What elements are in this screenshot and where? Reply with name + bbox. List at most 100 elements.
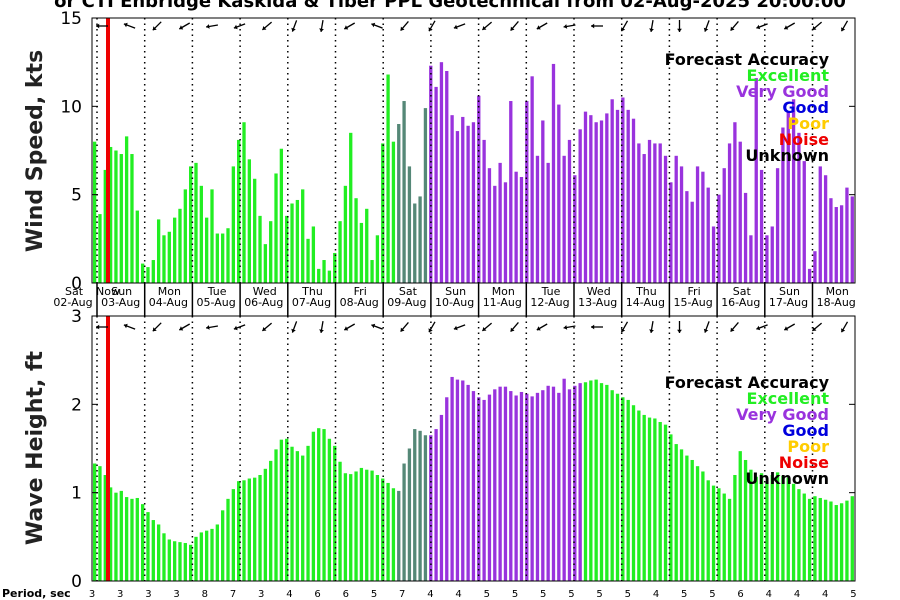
- direction-arrow-icon: [703, 321, 710, 333]
- direction-arrow-icon: [96, 324, 108, 330]
- wind-bar: [231, 166, 235, 283]
- day-of-week-label: Tue: [541, 285, 561, 298]
- period-value: 6: [343, 589, 349, 600]
- wave-bar: [359, 467, 364, 581]
- date-label: 11-Aug: [483, 296, 522, 309]
- wind-bar: [258, 215, 262, 283]
- wind-bar: [167, 231, 171, 283]
- y-tick-label: 3: [71, 307, 82, 327]
- day-of-week-label: Wed: [587, 285, 611, 298]
- wave-bar: [781, 475, 785, 581]
- direction-arrow-icon: [205, 325, 219, 330]
- wave-bar: [541, 390, 545, 581]
- wind-bar: [285, 215, 289, 283]
- direction-arrow-icon: [840, 321, 849, 333]
- period-value: 3: [258, 589, 264, 600]
- wind-bar: [183, 189, 187, 283]
- wind-bar: [631, 118, 636, 283]
- wave-bar: [397, 490, 401, 581]
- wind-bar: [813, 251, 817, 283]
- wind-bar: [503, 182, 508, 283]
- period-value: 7: [399, 589, 405, 600]
- wind-bar: [743, 192, 748, 283]
- wave-bar: [749, 469, 753, 581]
- day-of-week-label: Sat: [399, 285, 418, 298]
- now-marker: [106, 316, 110, 581]
- wind-bar: [295, 199, 300, 283]
- wave-bar: [775, 472, 780, 581]
- wind-bar: [381, 143, 385, 283]
- direction-arrow-icon: [591, 324, 603, 330]
- wave-bar: [263, 468, 268, 581]
- period-values: 3 3 3 3 8 7 3 4 6 6 5 7 4 4 5 5 5 5 5 5 4 5 5 6 4 4 4 5: [89, 589, 857, 600]
- direction-arrow-icon: [840, 20, 849, 32]
- wave-bar: [530, 396, 534, 581]
- wind-bar: [514, 171, 518, 283]
- wind-bar: [194, 162, 198, 283]
- wave-bar: [119, 490, 123, 581]
- y-tick-label: 2: [71, 395, 82, 415]
- wave-day-dividers: [96, 316, 814, 581]
- wave-bar: [247, 478, 251, 581]
- wave-bar: [514, 395, 518, 581]
- direction-arrow-icon: [291, 20, 298, 32]
- wave-bar: [743, 459, 748, 581]
- wind-bar: [834, 207, 838, 283]
- wave-bar: [199, 532, 203, 581]
- wind-y-axis-label: Wind Speed, kts: [23, 50, 48, 252]
- wave-bar: [605, 384, 609, 581]
- wind-speed-panel: 0 5 10 15 Wind Speed, kts Forecast Accuracy…: [23, 9, 856, 294]
- wave-bar: [573, 385, 577, 581]
- wave-bar: [92, 463, 97, 581]
- direction-arrow-icon: [261, 21, 273, 31]
- wave-bar: [727, 498, 732, 581]
- wave-bar: [290, 446, 294, 581]
- wind-bar: [221, 233, 225, 283]
- wind-bar: [375, 235, 380, 283]
- wave-bar: [429, 435, 433, 581]
- wave-bar: [466, 384, 470, 581]
- period-value: 5: [568, 589, 574, 600]
- wave-bar: [322, 429, 326, 581]
- wave-bar: [402, 463, 406, 581]
- wind-direction-arrows: [96, 19, 849, 33]
- wave-bar: [759, 473, 764, 581]
- direction-arrow-icon: [783, 323, 796, 331]
- wave-bar: [338, 461, 342, 581]
- wind-bar: [690, 201, 694, 283]
- wave-bar: [146, 512, 150, 581]
- legend-item: Unknown: [745, 469, 829, 488]
- wave-bar: [98, 466, 102, 581]
- wind-bar: [301, 189, 305, 283]
- date-label: 03-Aug: [101, 296, 140, 309]
- legend-item: Noise: [779, 453, 829, 472]
- wind-bar: [610, 99, 614, 284]
- wave-bar: [205, 530, 209, 581]
- period-value: 5: [625, 589, 631, 600]
- wave-bar: [733, 475, 737, 581]
- wind-bar: [818, 166, 822, 283]
- wind-bar: [722, 168, 726, 283]
- wave-bar: [258, 475, 262, 581]
- wave-bar: [477, 397, 481, 581]
- wind-bar: [471, 122, 476, 283]
- wave-bar: [765, 482, 769, 581]
- wind-plot-frame: [91, 17, 856, 284]
- legend-title: Forecast Accuracy: [665, 50, 830, 69]
- wave-bar: [167, 539, 171, 581]
- date-label: 16-Aug: [721, 296, 760, 309]
- wind-bar: [130, 154, 134, 283]
- wind-bar: [114, 150, 118, 283]
- wave-bar: [535, 392, 540, 581]
- direction-arrow-icon: [233, 23, 246, 30]
- wind-bar: [850, 196, 854, 283]
- period-value: 3: [173, 589, 179, 600]
- wave-bar: [151, 520, 155, 581]
- direction-arrow-icon: [756, 23, 768, 30]
- wave-bar: [461, 380, 465, 581]
- wave-height-bars: [92, 316, 854, 581]
- wave-bar: [386, 482, 390, 581]
- wind-bar: [317, 268, 321, 283]
- wind-bar: [621, 97, 625, 283]
